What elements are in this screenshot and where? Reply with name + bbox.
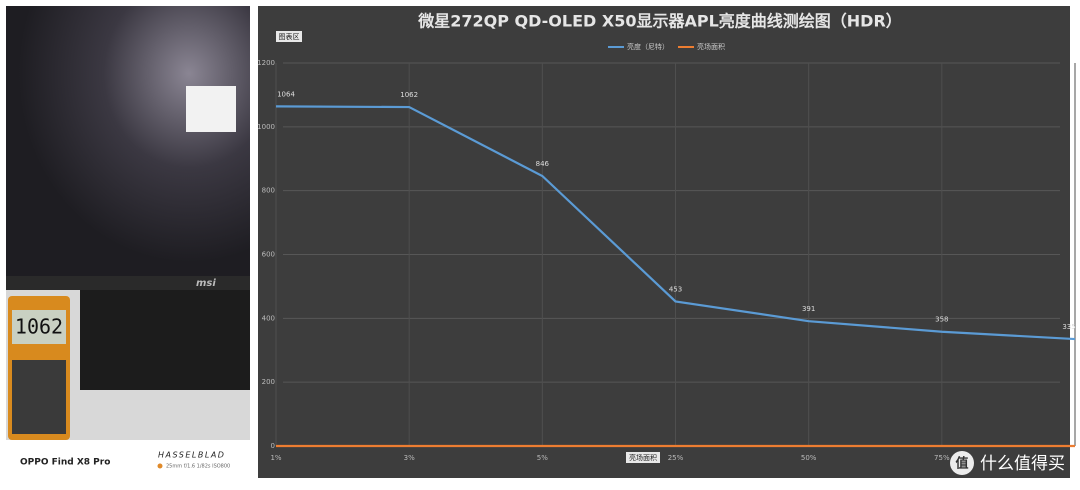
exif-dot [157,463,163,469]
data-label: 1064 [277,90,295,98]
photo: msi 1062 OPPO Find X8 Pro HASSELBLAD 25m… [6,6,250,486]
data-label: 453 [669,285,682,293]
x-label-box [626,452,660,463]
y-tick-label: 800 [262,187,275,195]
chart-title: 微星272QP QD-OLED X50显示器APL亮度曲线测绘图（HDR） [417,12,902,31]
area-label: 图表区 [279,32,300,41]
legend-label: 亮度（尼特） [627,42,669,51]
watermark-text: 什么值得买 [980,454,1065,474]
watermark-icon-bg [950,451,974,475]
watermark-icon: 值 [955,456,968,472]
y-tick-label: 400 [262,314,275,322]
area-label-box [276,31,302,42]
y-tick-label: 600 [262,251,275,259]
x-tick-label: 5% [537,454,548,462]
data-label: 1062 [400,91,418,99]
data-label: 846 [536,160,550,168]
plot: 0 200 400 600 800 1000 1200 1% 3% 5% 25% 50% 75% 1064… [257,42,1076,462]
x-axis-title: 亮场面积 [629,453,657,462]
monitor-bezel [6,276,250,290]
stand [80,290,250,390]
y-tick-label: 0 [271,442,275,450]
camera-name: OPPO Find X8 Pro [20,458,110,468]
meter-display [12,310,66,344]
monitor-screen [6,6,250,276]
x-tick-label: 25% [668,454,684,462]
series-line [275,105,1076,341]
data-label: 335 [1062,323,1075,331]
legend-label: 亮场面积 [697,42,725,51]
y-tick-label: 200 [262,378,275,386]
x-tick-label: 75% [934,454,950,462]
x-tick-label: 1% [270,454,281,462]
sensor-patch [186,86,236,132]
meter-reading: 1062 [15,315,63,339]
chart-area [258,6,1070,478]
exif: 25mm f/1.6 1/82s ISO800 [166,464,230,470]
monitor-logo: msi [196,278,216,289]
data-label: 391 [802,305,815,313]
y-tick-label: 1000 [257,123,275,131]
x-tick-label: 3% [404,454,415,462]
x-tick-label: 50% [801,454,817,462]
meter-buttons [12,360,66,434]
camera-brand: HASSELBLAD [158,451,225,460]
caption-bar [6,440,250,486]
y-tick-label: 1200 [257,59,275,67]
data-label: 358 [935,316,948,324]
